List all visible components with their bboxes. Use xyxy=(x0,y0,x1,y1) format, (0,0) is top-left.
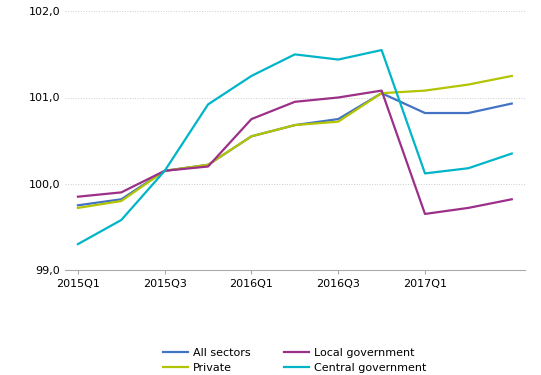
Private xyxy=(378,91,385,96)
Central government xyxy=(465,166,472,171)
Local government xyxy=(161,169,168,173)
Private xyxy=(248,134,255,139)
Local government xyxy=(465,206,472,210)
Central government xyxy=(378,48,385,52)
All sectors xyxy=(248,134,255,139)
Central government xyxy=(292,52,298,57)
Local government xyxy=(118,190,124,195)
Central government xyxy=(118,218,124,222)
Local government xyxy=(248,117,255,122)
Legend: All sectors, Private, Local government, Central government: All sectors, Private, Local government, … xyxy=(163,348,426,373)
Central government xyxy=(161,169,168,173)
Central government xyxy=(75,242,81,246)
All sectors xyxy=(118,197,124,201)
Private xyxy=(205,162,212,167)
Local government xyxy=(509,197,515,201)
Private xyxy=(118,199,124,203)
Private xyxy=(292,123,298,128)
Local government xyxy=(205,164,212,169)
Central government xyxy=(248,74,255,78)
All sectors xyxy=(292,123,298,128)
Local government xyxy=(378,88,385,93)
Local government xyxy=(335,95,341,100)
Local government xyxy=(75,194,81,199)
Private xyxy=(75,206,81,210)
All sectors xyxy=(509,101,515,106)
All sectors xyxy=(161,169,168,173)
Local government xyxy=(292,100,298,104)
Central government xyxy=(509,151,515,156)
Line: Local government: Local government xyxy=(78,91,512,214)
Private xyxy=(161,169,168,173)
Line: Private: Private xyxy=(78,76,512,208)
All sectors xyxy=(75,203,81,208)
Central government xyxy=(205,102,212,106)
All sectors xyxy=(205,162,212,167)
All sectors xyxy=(335,117,341,122)
Central government xyxy=(422,171,428,176)
Central government xyxy=(335,57,341,62)
Private xyxy=(465,82,472,87)
Private xyxy=(509,74,515,78)
Line: Central government: Central government xyxy=(78,50,512,244)
Private xyxy=(335,119,341,124)
Private xyxy=(422,88,428,93)
All sectors xyxy=(422,111,428,115)
Local government xyxy=(422,211,428,216)
Line: All sectors: All sectors xyxy=(78,93,512,206)
All sectors xyxy=(378,91,385,96)
All sectors xyxy=(465,111,472,115)
